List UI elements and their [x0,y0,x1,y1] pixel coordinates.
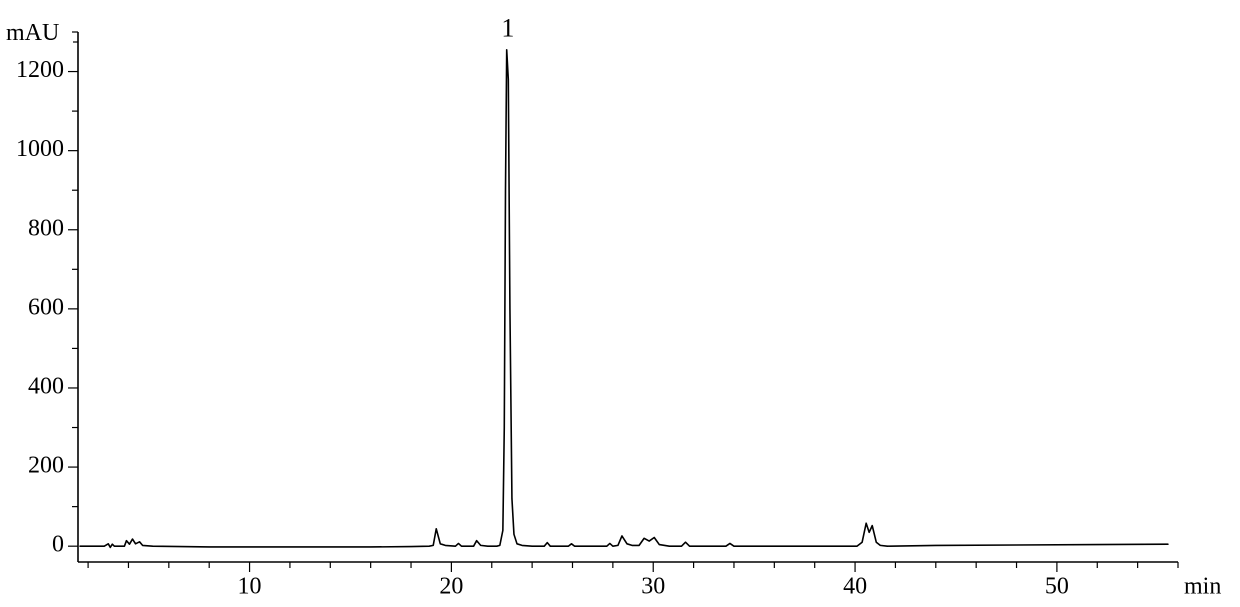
svg-text:20: 20 [439,574,463,600]
svg-text:200: 200 [28,453,64,479]
svg-text:min: min [1184,574,1221,600]
svg-text:1000: 1000 [16,136,64,162]
svg-text:1: 1 [501,13,514,42]
svg-text:10: 10 [238,574,262,600]
svg-text:40: 40 [843,574,867,600]
svg-text:800: 800 [28,215,64,241]
svg-text:400: 400 [28,373,64,399]
svg-text:mAU: mAU [6,20,59,46]
chromatogram-chart: 0 200 400 600 800 1000 1200 10 20 30 40 50 mAU min 1 [0,0,1240,607]
svg-text:1200: 1200 [16,57,64,83]
svg-text:30: 30 [641,574,665,600]
chart-svg: 0 200 400 600 800 1000 1200 10 20 30 40 50 mAU min 1 [0,0,1240,607]
svg-text:0: 0 [52,532,64,558]
svg-text:600: 600 [28,294,64,320]
svg-text:50: 50 [1045,574,1069,600]
